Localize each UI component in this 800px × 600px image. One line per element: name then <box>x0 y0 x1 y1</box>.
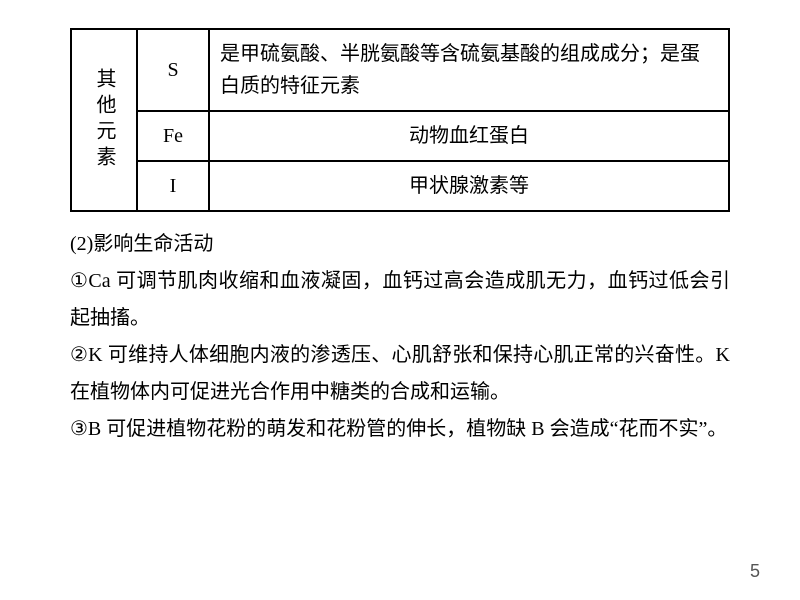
row-header-other-elements: 其他元素 <box>71 29 137 211</box>
element-symbol: S <box>137 29 209 111</box>
element-desc: 甲状腺激素等 <box>209 161 729 211</box>
section-heading: (2)影响生命活动 <box>70 226 730 263</box>
page-content: 其他元素 S 是甲硫氨酸、半胱氨酸等含硫氨基酸的组成成分；是蛋白质的特征元素 F… <box>0 0 800 448</box>
list-item: ③B 可促进植物花粉的萌发和花粉管的伸长，植物缺 B 会造成“花而不实”。 <box>70 411 730 448</box>
element-symbol: I <box>137 161 209 211</box>
element-desc: 是甲硫氨酸、半胱氨酸等含硫氨基酸的组成成分；是蛋白质的特征元素 <box>209 29 729 111</box>
list-item: ②K 可维持人体细胞内液的渗透压、心肌舒张和保持心肌正常的兴奋性。K 在植物体内… <box>70 337 730 411</box>
page-number: 5 <box>750 561 760 582</box>
table-row: Fe 动物血红蛋白 <box>71 111 729 161</box>
elements-table: 其他元素 S 是甲硫氨酸、半胱氨酸等含硫氨基酸的组成成分；是蛋白质的特征元素 F… <box>70 28 730 212</box>
element-symbol: Fe <box>137 111 209 161</box>
table-row: I 甲状腺激素等 <box>71 161 729 211</box>
body-text: (2)影响生命活动 ①Ca 可调节肌肉收缩和血液凝固，血钙过高会造成肌无力，血钙… <box>70 226 730 448</box>
element-desc: 动物血红蛋白 <box>209 111 729 161</box>
list-item: ①Ca 可调节肌肉收缩和血液凝固，血钙过高会造成肌无力，血钙过低会引起抽搐。 <box>70 263 730 337</box>
table-row: 其他元素 S 是甲硫氨酸、半胱氨酸等含硫氨基酸的组成成分；是蛋白质的特征元素 <box>71 29 729 111</box>
